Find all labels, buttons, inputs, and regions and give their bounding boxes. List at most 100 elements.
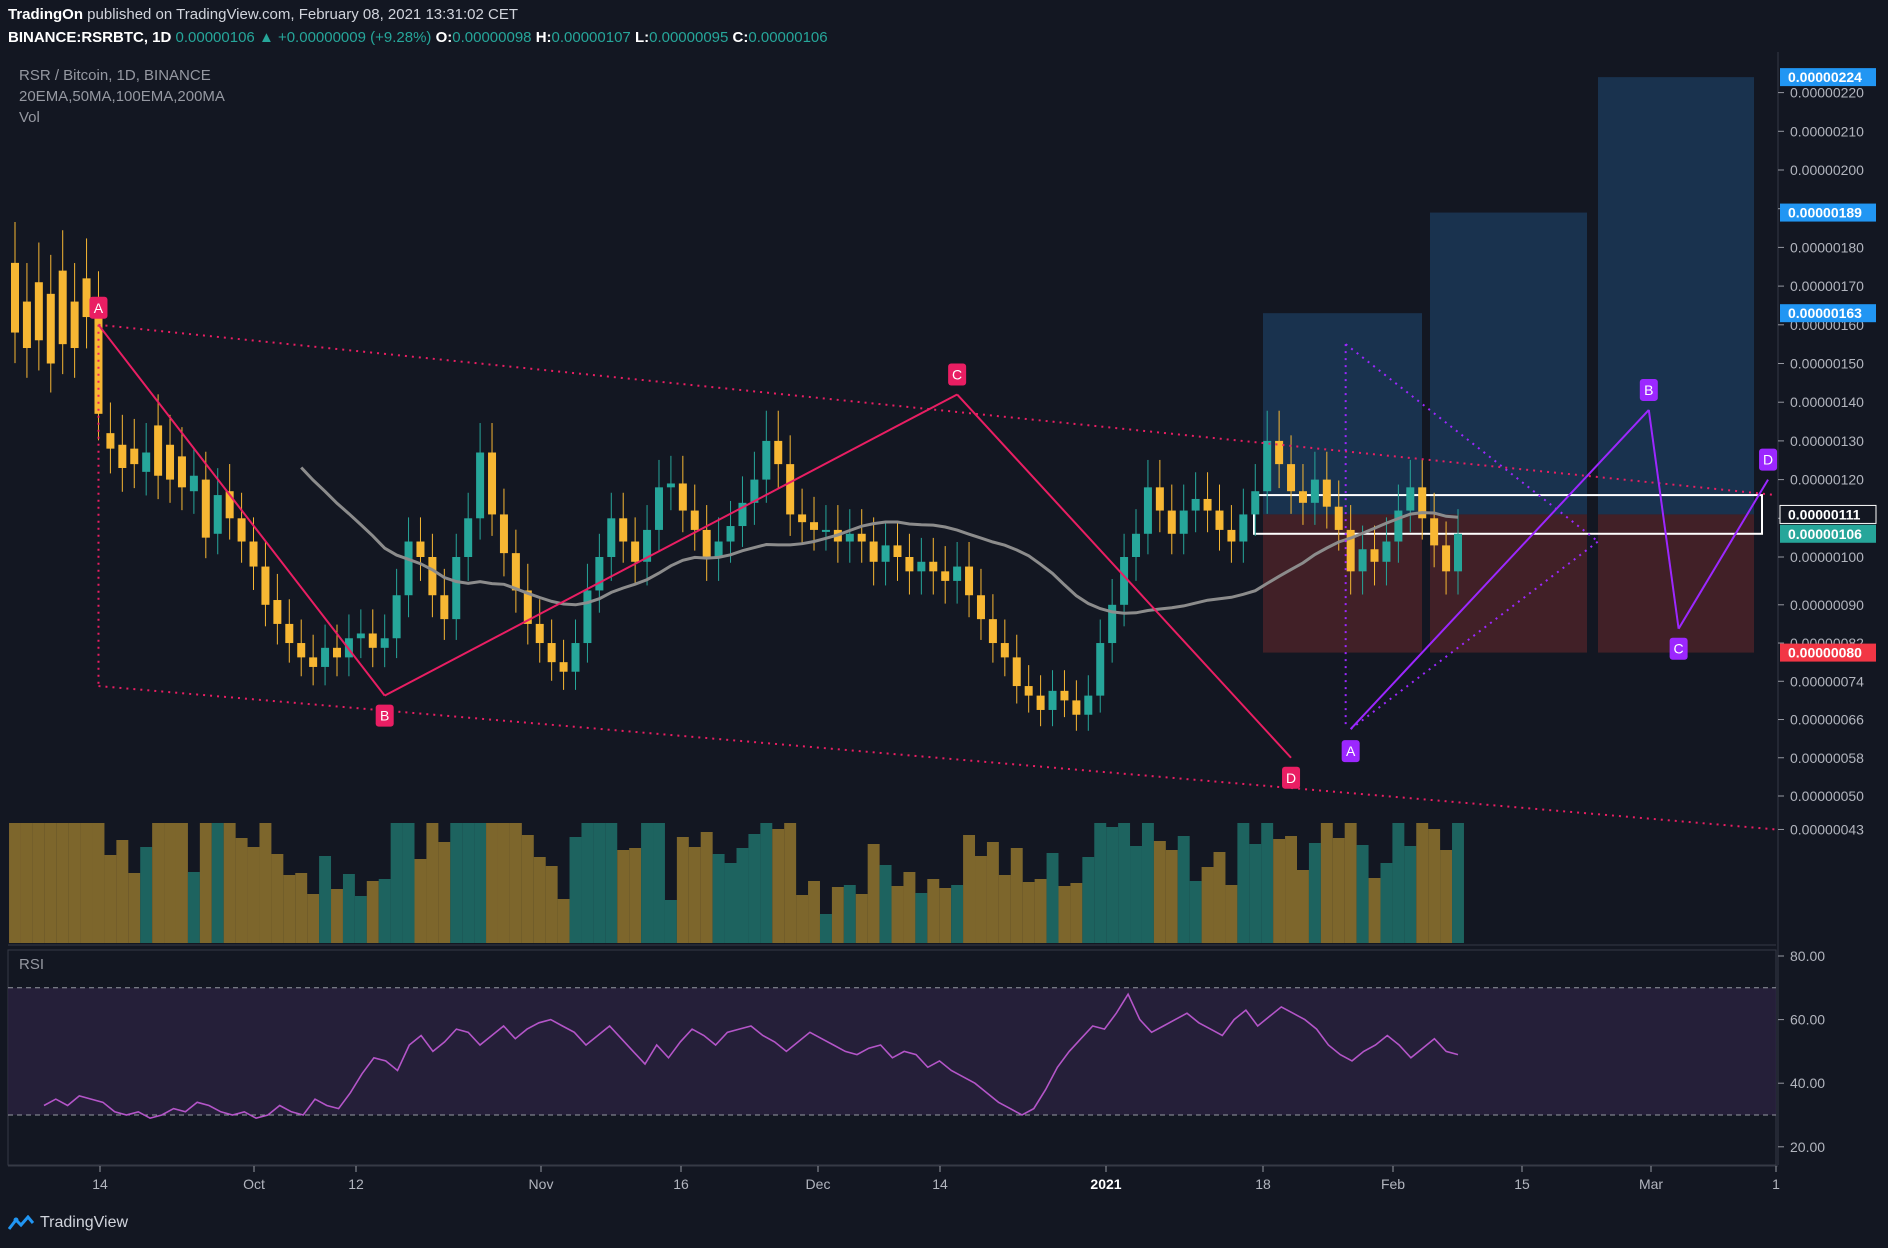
volume-bar — [1320, 823, 1333, 943]
volume-bar — [939, 888, 952, 943]
volume-bar — [736, 848, 749, 943]
candle-body — [929, 561, 938, 572]
volume-bar — [1452, 823, 1464, 943]
candle-body — [1382, 541, 1391, 562]
published-text: published on TradingView.com, February 0… — [87, 6, 518, 23]
pattern1-lower-trend — [98, 685, 1777, 831]
rsi-legend[interactable]: RSI — [19, 956, 45, 973]
pattern2-a-label: A — [1346, 743, 1356, 759]
publisher-name[interactable]: TradingOn — [8, 6, 83, 23]
price-label-box — [1780, 203, 1876, 222]
y-tick-label: 0.00000043 — [1790, 821, 1864, 837]
volume-bar — [116, 840, 129, 943]
volume-bar — [688, 847, 701, 943]
x-tick-label: 16 — [673, 1176, 689, 1192]
y-tick-label: 0.00000074 — [1790, 673, 1864, 689]
volume-bar — [998, 875, 1011, 943]
stop-zone — [1598, 514, 1754, 653]
indicators-legend[interactable]: 20EMA,50MA,100EMA,200MA — [19, 88, 225, 105]
candle-body — [595, 557, 604, 591]
series-legend[interactable]: RSR / Bitcoin, 1D, BINANCE — [19, 67, 211, 84]
pattern2-d-badge — [1759, 448, 1778, 471]
rsi-tick-label: 40.00 — [1790, 1075, 1825, 1091]
volume-bar — [1058, 886, 1071, 943]
candle-body — [332, 647, 341, 658]
pattern2-leg — [1677, 479, 1769, 630]
volume-bar — [521, 835, 534, 943]
footer-brand[interactable]: TradingView — [8, 1214, 128, 1232]
candle-body — [499, 514, 508, 554]
candle-body — [607, 518, 616, 557]
close-value: 0.00000106 — [748, 29, 828, 46]
volume-bar — [307, 894, 320, 943]
volume-bar — [1308, 843, 1321, 943]
candle-body — [1191, 498, 1200, 511]
y-tick-label: 0.00000066 — [1790, 712, 1864, 728]
candle-body — [321, 647, 330, 667]
high-label: H: — [535, 29, 552, 46]
volume-bar — [152, 823, 165, 943]
candle-body — [714, 541, 723, 557]
candle-body — [154, 425, 163, 476]
stop-zone — [1430, 514, 1587, 653]
volume-bar — [259, 823, 272, 943]
candle-body — [1239, 514, 1248, 542]
volume-bar — [1225, 885, 1238, 943]
volume-bar — [342, 874, 355, 943]
candle-body — [702, 529, 711, 557]
candle-body — [22, 301, 31, 349]
volume-bar — [1106, 827, 1119, 943]
volume-bar — [104, 855, 117, 943]
candle-body — [774, 440, 783, 465]
candle-body — [511, 553, 520, 591]
y-tick-label: 0.00000050 — [1790, 788, 1864, 804]
candle-body — [1072, 700, 1081, 715]
candle-body — [1060, 690, 1069, 701]
candle-body — [285, 623, 294, 644]
volume-bar — [533, 857, 546, 943]
candle-body — [356, 633, 365, 639]
candle-body — [380, 638, 389, 648]
y-tick-label: 0.00000058 — [1790, 750, 1864, 766]
candle-body — [1024, 686, 1033, 696]
volume-bar — [605, 823, 618, 943]
volume-bar — [855, 894, 868, 943]
y-tick-label: 0.00000090 — [1790, 597, 1864, 613]
candle-body — [1048, 690, 1057, 710]
volume-bar — [1141, 823, 1154, 943]
candle-body — [1406, 487, 1415, 511]
candle-body — [1120, 557, 1129, 605]
rsi-pane — [8, 987, 1776, 1120]
pattern2-b-badge — [1639, 378, 1658, 401]
candle-body — [1203, 498, 1212, 511]
candle-body — [213, 495, 222, 534]
volume-bar — [80, 823, 93, 943]
volume-bar — [676, 837, 689, 943]
candle-body — [738, 502, 747, 527]
volume-bar — [247, 847, 260, 943]
volume-bar — [545, 866, 558, 943]
volume-bar — [1261, 823, 1274, 943]
candle-body — [666, 483, 675, 488]
volume-bar — [56, 823, 69, 943]
pattern1-leg — [384, 393, 958, 697]
volume-bar — [462, 823, 475, 943]
candle-body — [11, 262, 19, 333]
volume-bar — [879, 865, 892, 943]
candle-body — [416, 541, 425, 557]
volume-bar — [9, 823, 21, 943]
candle-body — [881, 545, 890, 562]
pattern1-c-label: C — [952, 366, 962, 382]
candle-body — [965, 566, 974, 596]
volume-bar — [831, 887, 844, 943]
candle-body — [1298, 491, 1307, 503]
volume-bar — [199, 823, 212, 943]
candle-body — [1215, 510, 1224, 530]
volume-legend[interactable]: Vol — [19, 109, 40, 126]
volume-bar — [700, 832, 713, 943]
candle-body — [225, 491, 234, 519]
symbol-label[interactable]: BINANCE:RSRBTC, 1D — [8, 29, 172, 46]
volume-bar — [295, 873, 308, 943]
candle-body — [1227, 529, 1236, 542]
